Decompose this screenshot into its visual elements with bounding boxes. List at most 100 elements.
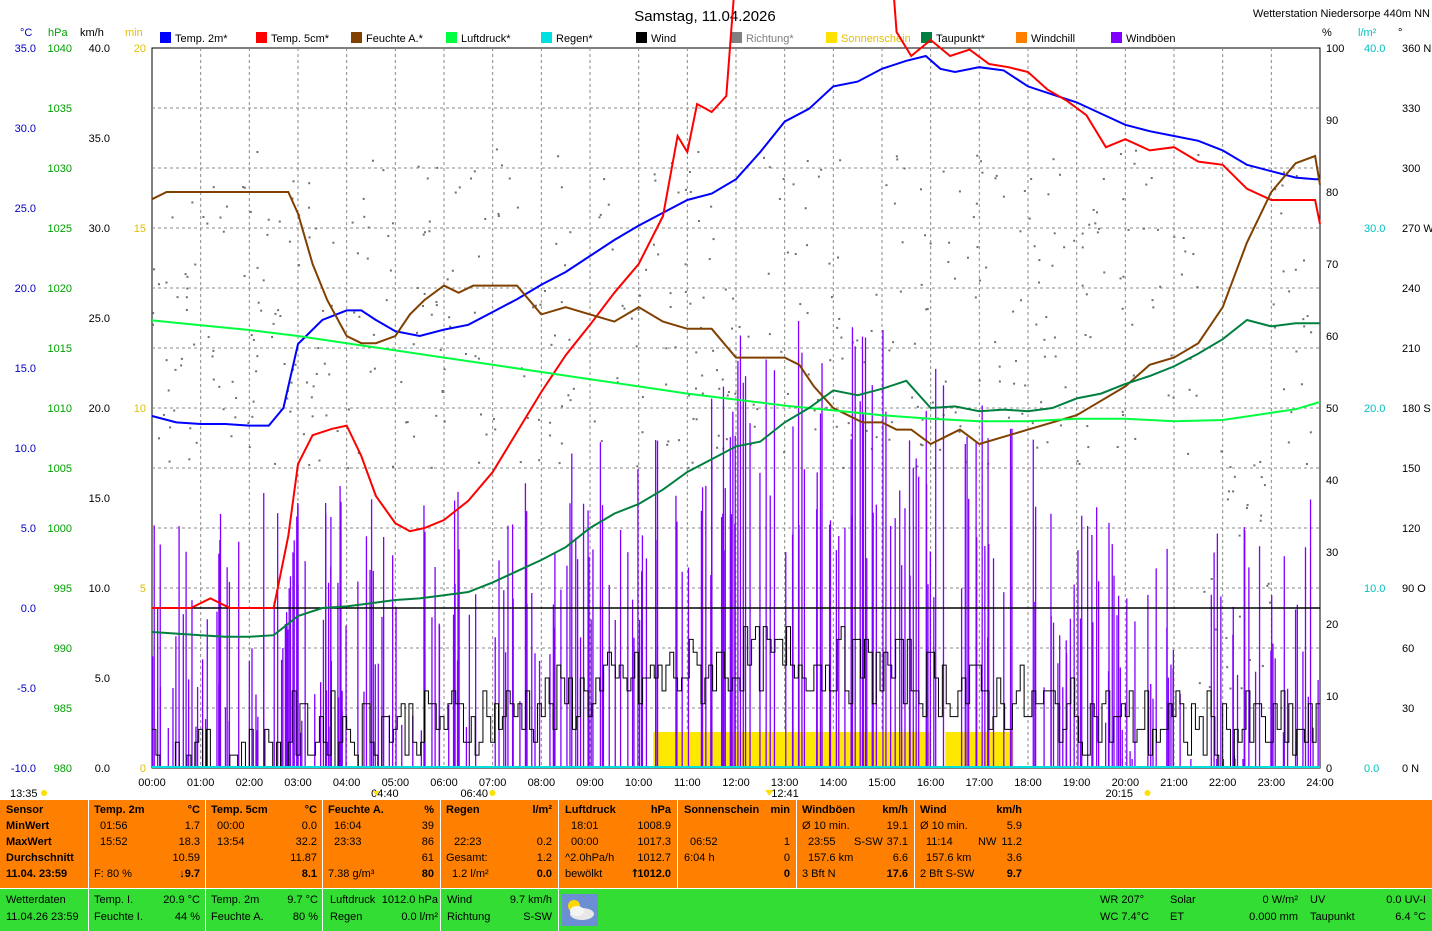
time-tick-label: 06:00 bbox=[430, 777, 458, 789]
direction-point bbox=[665, 383, 668, 386]
direction-point bbox=[277, 309, 280, 312]
luftdruck-max-value: 1017.3 bbox=[637, 836, 671, 848]
legend-label: Richtung* bbox=[746, 33, 794, 45]
direction-point bbox=[1152, 306, 1155, 309]
direction-point bbox=[1170, 354, 1173, 357]
direction-point bbox=[994, 177, 997, 180]
direction-point bbox=[1197, 154, 1200, 157]
time-tick-label: 21:00 bbox=[1160, 777, 1188, 789]
direction-point bbox=[1043, 338, 1046, 341]
temp5cm-title: Temp. 5cm bbox=[211, 804, 268, 816]
direction-point bbox=[1054, 355, 1057, 358]
direction-point bbox=[1045, 316, 1048, 319]
regen-value: 0.2 bbox=[536, 836, 552, 848]
direction-point bbox=[1208, 686, 1211, 689]
direction-point bbox=[875, 436, 878, 439]
direction-point bbox=[218, 385, 221, 388]
direction-point bbox=[1263, 484, 1266, 487]
direction-point bbox=[976, 246, 979, 249]
direction-point bbox=[387, 235, 390, 238]
direction-point bbox=[212, 349, 215, 352]
direction-point bbox=[920, 283, 923, 286]
legend-swatch bbox=[826, 32, 837, 43]
direction-point bbox=[947, 260, 950, 263]
direction-point bbox=[251, 415, 254, 418]
temp2m-column: Temp. 2m °C 01:56 1.7 15:52 18.3 10.59 F: 8… bbox=[94, 802, 200, 886]
direction-point bbox=[1282, 388, 1285, 391]
direction-point bbox=[417, 165, 420, 168]
direction-point bbox=[899, 290, 902, 293]
direction-point bbox=[825, 406, 828, 409]
time-tick-label: 07:00 bbox=[479, 777, 507, 789]
rain-tick-label: 0.0 bbox=[1364, 763, 1379, 775]
direction-point bbox=[724, 288, 727, 291]
wind-column: Wind km/h Ø 10 min. 5.9 11:14 NW 11.2 157.6 … bbox=[920, 802, 1026, 886]
direction-point bbox=[439, 348, 442, 351]
direction-point bbox=[315, 227, 318, 230]
direction-point bbox=[165, 281, 168, 284]
direction-point bbox=[351, 221, 354, 224]
direction-point bbox=[286, 397, 289, 400]
direction-point bbox=[422, 233, 425, 236]
direction-point bbox=[1238, 534, 1241, 537]
time-tick-label: 13:00 bbox=[771, 777, 799, 789]
direction-point bbox=[1086, 425, 1089, 428]
dir-tick-label: 0 N bbox=[1402, 763, 1419, 775]
feuchte-abs: 7.38 g/m³ bbox=[328, 868, 375, 880]
wind-richtung-grad: WR 207° bbox=[1100, 894, 1145, 906]
direction-point bbox=[641, 431, 644, 434]
direction-point bbox=[322, 309, 325, 312]
wind-bft: 2 Bft S-SW bbox=[920, 868, 975, 880]
direction-point bbox=[692, 417, 695, 420]
direction-point bbox=[508, 177, 511, 180]
direction-point bbox=[616, 377, 619, 380]
direction-point bbox=[1030, 177, 1033, 180]
direction-point bbox=[727, 390, 730, 393]
temp-tick-label: 35.0 bbox=[15, 43, 36, 55]
direction-point bbox=[1096, 231, 1099, 234]
direction-point bbox=[1131, 323, 1134, 326]
direction-point bbox=[1119, 152, 1122, 155]
direction-point bbox=[1121, 307, 1124, 310]
boeen-dist-value: 6.6 bbox=[892, 852, 908, 864]
direction-point bbox=[593, 420, 596, 423]
direction-point bbox=[768, 166, 771, 169]
hpa-tick-label: 1020 bbox=[48, 283, 72, 295]
direction-point bbox=[995, 174, 998, 177]
direction-point bbox=[478, 461, 481, 464]
direction-point bbox=[717, 434, 720, 437]
direction-point bbox=[1259, 460, 1262, 463]
chart-title: Samstag, 11.04.2026 bbox=[634, 8, 776, 25]
direction-point bbox=[1306, 315, 1309, 318]
direction-point bbox=[212, 378, 215, 381]
direction-point bbox=[1145, 183, 1148, 186]
kmh-tick-label: 25.0 bbox=[89, 313, 110, 325]
dir-tick-label: 210 bbox=[1402, 343, 1420, 355]
wind-direction-points bbox=[152, 148, 1313, 690]
direction-point bbox=[561, 405, 564, 408]
direction-point bbox=[840, 336, 843, 339]
direction-point bbox=[1033, 245, 1036, 248]
hpa-tick-label: 1040 bbox=[48, 43, 72, 55]
direction-point bbox=[611, 248, 614, 251]
luftdruck-current: ⭡1012.0 bbox=[632, 868, 671, 880]
direction-point bbox=[998, 380, 1001, 383]
direction-point bbox=[225, 205, 228, 208]
direction-point bbox=[415, 331, 418, 334]
direction-point bbox=[1287, 441, 1290, 444]
direction-point bbox=[1167, 394, 1170, 397]
direction-point bbox=[1134, 437, 1137, 440]
temp-tick-label: 10.0 bbox=[15, 443, 36, 455]
station-name: Wetterstation Niedersorpe 440m NN bbox=[1253, 8, 1430, 20]
direction-point bbox=[828, 262, 831, 265]
direction-point bbox=[336, 430, 339, 433]
direction-point bbox=[389, 269, 392, 272]
hpa-tick-label: 985 bbox=[54, 703, 72, 715]
boeen-column: Windböen km/h Ø 10 min. 19.1 23:55 S-SW 37.1… bbox=[802, 802, 908, 886]
direction-point bbox=[1053, 232, 1056, 235]
direction-point bbox=[1227, 490, 1230, 493]
series-line bbox=[151, 318, 1320, 638]
direction-point bbox=[1269, 601, 1272, 604]
direction-point bbox=[684, 290, 687, 293]
axis-unit: km/h bbox=[80, 27, 104, 39]
